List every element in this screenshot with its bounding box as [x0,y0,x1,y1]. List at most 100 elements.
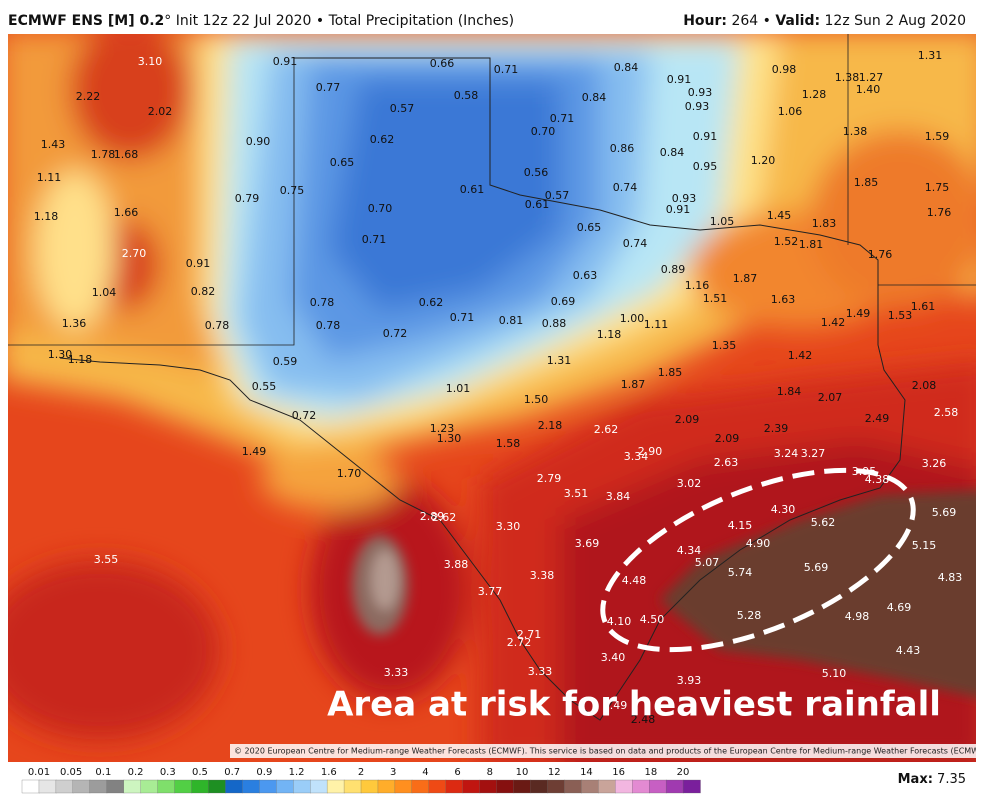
map-value-label: 0.61 [525,198,550,211]
map-value-label: 0.98 [772,63,797,76]
copyright: © 2020 European Centre for Medium-range … [234,747,984,756]
map-value-label: 1.58 [496,437,521,450]
hour-label: Hour: [683,13,727,29]
map-value-label: 0.71 [550,112,575,125]
map-value-label: 3.27 [801,447,826,460]
map-value-label: 5.28 [737,609,762,622]
map: 0.91 0.66 0.71 0.84 0.981.313.101.38 1.271.40… [8,34,984,762]
colorbar-label: 10 [516,767,529,778]
map-value-label: 0.78 [205,319,230,332]
map-value-label: 5.74 [728,566,753,579]
map-value-label: 2.08 [912,379,937,392]
map-value-label: 0.58 [454,89,479,102]
map-value-label: 1.00 [620,312,645,325]
map-value-label: 0.57 [545,189,570,202]
map-value-label: 4.48 [622,574,647,587]
colorbar-cell [377,779,396,794]
map-value-label: 1.76 [927,206,952,219]
valid-label: Valid: [775,13,820,29]
map-value-label: 5.62 [811,516,836,529]
colorbar-cell [140,779,159,794]
map-value-label: 1.20 [751,154,776,167]
colorbar-cell [174,779,193,794]
colorbar-cell [581,779,599,794]
map-value-label: 1.40 [856,83,881,96]
map-value-label: 0.95 [693,160,718,173]
map-value-label: 4.50 [640,613,665,626]
map-value-label: 4.43 [896,644,921,657]
map-value-label: 4.38 [865,473,890,486]
colorbar-cell [445,779,464,794]
map-value-label: 0.91 [273,55,298,68]
map-value-label: 4.10 [607,615,632,628]
colorbar-label: 2 [358,767,364,778]
map-value-label: 3.33 [384,666,409,679]
map-value-label: 5.10 [822,667,847,680]
map-value-label: 3.95 [852,465,877,478]
map-value-label: 0.71 [494,63,519,76]
map-value-label: 2.18 [538,419,563,432]
map-value-label: 0.77 [316,81,341,94]
map-value-label: 1.85 [854,176,879,189]
map-value-label: 0.89 [661,263,686,276]
map-value-label: 1.59 [925,130,950,143]
map-value-label: 2.02 [148,105,173,118]
map-value-label: 0.93 [688,86,713,99]
map-value-label: 2.62 [594,423,619,436]
map-value-label: 0.70 [368,202,393,215]
colorbar-label: 0.01 [28,767,50,778]
map-value-label: 2.48 [631,713,656,726]
map-value-label: 0.82 [191,285,216,298]
map-value-label: 1.75 [925,181,950,194]
colorbar-cell [123,779,142,794]
map-value-label: 0.62 [419,296,444,309]
colorbar-cell [682,779,701,794]
colorbar-cell [259,779,277,794]
map-value-label: 0.71 [362,233,387,246]
colorbar-label: 8 [487,767,493,778]
colorbar-label: 0.5 [192,767,208,778]
map-value-label: 0.84 [614,61,639,74]
colorbar-label: 0.3 [160,767,176,778]
map-value-label: 1.11 [37,171,62,184]
map-value-label: 1.68 [114,148,139,161]
map-value-label: 1.27 [859,71,884,84]
map-value-label: 0.84 [582,91,607,104]
map-value-label: 0.72 [292,409,317,422]
map-value-label: 2.58 [934,406,959,419]
map-value-label: 3.49 [603,699,628,712]
map-value-label: 0.57 [390,102,415,115]
header-valid: Hour: 264 • Valid: 12z Sun 2 Aug 2020 [683,13,966,29]
map-value-label: 0.56 [524,166,549,179]
colorbar-cell [564,779,583,794]
map-value-label: 1.50 [524,393,549,406]
map-value-label: 1.38 [843,125,868,138]
map-value-label: 2.70 [122,247,147,260]
map-value-label: 0.93 [672,192,697,205]
map-value-label: 1.30 [437,432,462,445]
map-value-label: 4.15 [728,519,753,532]
colorbar-cell [72,779,91,794]
map-value-label: 3.88 [444,558,469,571]
footer-max: Max: 7.35 [898,772,966,787]
map-value-label: 3.69 [575,537,600,550]
map-value-label: 1.18 [68,353,93,366]
colorbar-label: 0.7 [224,767,240,778]
colorbar-cell [21,779,40,794]
map-value-label: 4.30 [771,503,796,516]
map-value-label: 1.28 [802,88,827,101]
map-value-label: 3.24 [774,447,799,460]
map-value-label: 0.74 [623,237,648,250]
map-value-label: 2.39 [764,422,789,435]
map-value-label: 3.10 [138,55,163,68]
colorbar-label: 12 [548,767,561,778]
map-value-label: 2.07 [818,391,843,404]
map-value-label: 4.83 [938,571,963,584]
map-value-label: 2.63 [714,456,739,469]
map-value-label: 3.38 [530,569,555,582]
map-value-label: 0.59 [273,355,298,368]
colorbar-cell [242,779,260,794]
colorbar-cell [38,779,57,794]
map-value-label: 0.84 [660,146,685,159]
colorbar-cell [411,779,430,794]
